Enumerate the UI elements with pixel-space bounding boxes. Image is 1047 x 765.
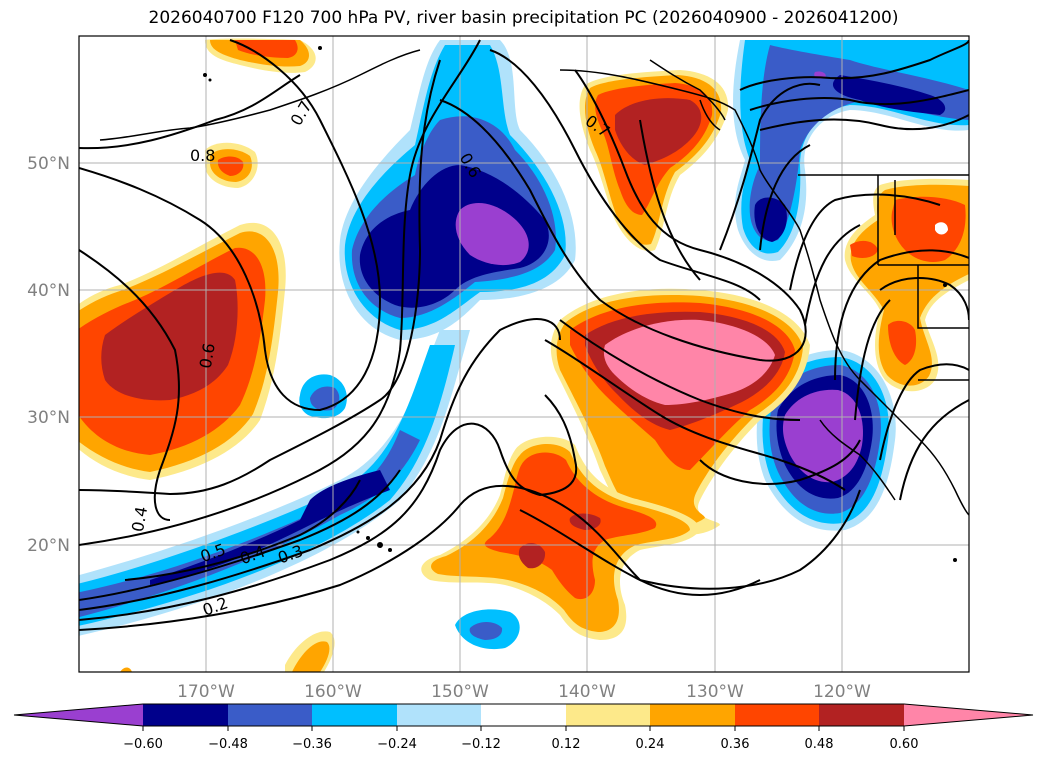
positive-west-us — [844, 178, 969, 392]
colorbar-tick: −0.48 — [208, 737, 248, 752]
colorbar-tick: 0.60 — [890, 737, 919, 752]
colorbar-segment — [143, 704, 228, 726]
lon-label: 120°W — [813, 682, 871, 702]
colorbar-segment — [481, 704, 566, 726]
colorbar-segment — [735, 704, 819, 726]
colorbar-segment — [904, 704, 1033, 726]
colorbar-tick: −0.36 — [292, 737, 332, 752]
colorbar-segment — [228, 704, 312, 726]
negative-northeast — [733, 40, 969, 261]
longitude-labels: 170°W 160°W 150°W 140°W 130°W 120°W — [177, 682, 871, 702]
colorbar-tick: 0.24 — [636, 737, 665, 752]
contour-label: 0.4 — [128, 505, 151, 533]
colorbar-segment — [566, 704, 650, 726]
colorbar-tick: −0.24 — [377, 737, 417, 752]
negative-small-patches — [299, 374, 520, 650]
map-area: 0.8 0.7 0.6 0.5 0.4 0.4 0.3 0.2 0.6 0.7 — [79, 36, 969, 672]
colorbar-segment — [14, 704, 143, 726]
lon-label: 140°W — [558, 682, 616, 702]
positive-north — [579, 70, 729, 251]
lon-label: 170°W — [177, 682, 235, 702]
positive-central — [550, 288, 810, 535]
colorbar-tick: 0.48 — [805, 737, 834, 752]
colorbar-tick: 0.12 — [552, 737, 581, 752]
map-title: 2026040700 F120 700 hPa PV, river basin … — [148, 8, 899, 28]
colorbar-tick: 0.36 — [721, 737, 750, 752]
colorbar-segment — [650, 704, 735, 726]
lat-label: 30°N — [27, 408, 70, 428]
negative-jet-band — [79, 330, 470, 636]
graticule — [79, 36, 969, 672]
lon-label: 150°W — [431, 682, 489, 702]
contour-label: 0.8 — [190, 146, 215, 165]
colorbar-segment — [312, 704, 397, 726]
map-frame — [78, 35, 970, 673]
colorbar-segment — [397, 704, 481, 726]
pv-contours — [79, 39, 969, 631]
colorbar: −0.60 −0.48 −0.36 −0.24 −0.12 0.12 0.24 … — [13, 703, 1034, 752]
contour-label: 0.6 — [196, 342, 219, 370]
lat-label: 20°N — [27, 536, 70, 556]
lat-label: 50°N — [27, 154, 70, 174]
positive-west — [79, 222, 286, 480]
colorbar-tick: −0.60 — [123, 737, 163, 752]
lon-label: 160°W — [304, 682, 362, 702]
islands — [203, 46, 957, 562]
latitude-labels: 50°N 40°N 30°N 20°N — [27, 154, 70, 556]
colorbar-tick: −0.12 — [461, 737, 501, 752]
lat-label: 40°N — [27, 281, 70, 301]
coastlines — [99, 49, 969, 516]
lon-label: 130°W — [686, 682, 744, 702]
colorbar-segment — [819, 704, 904, 726]
